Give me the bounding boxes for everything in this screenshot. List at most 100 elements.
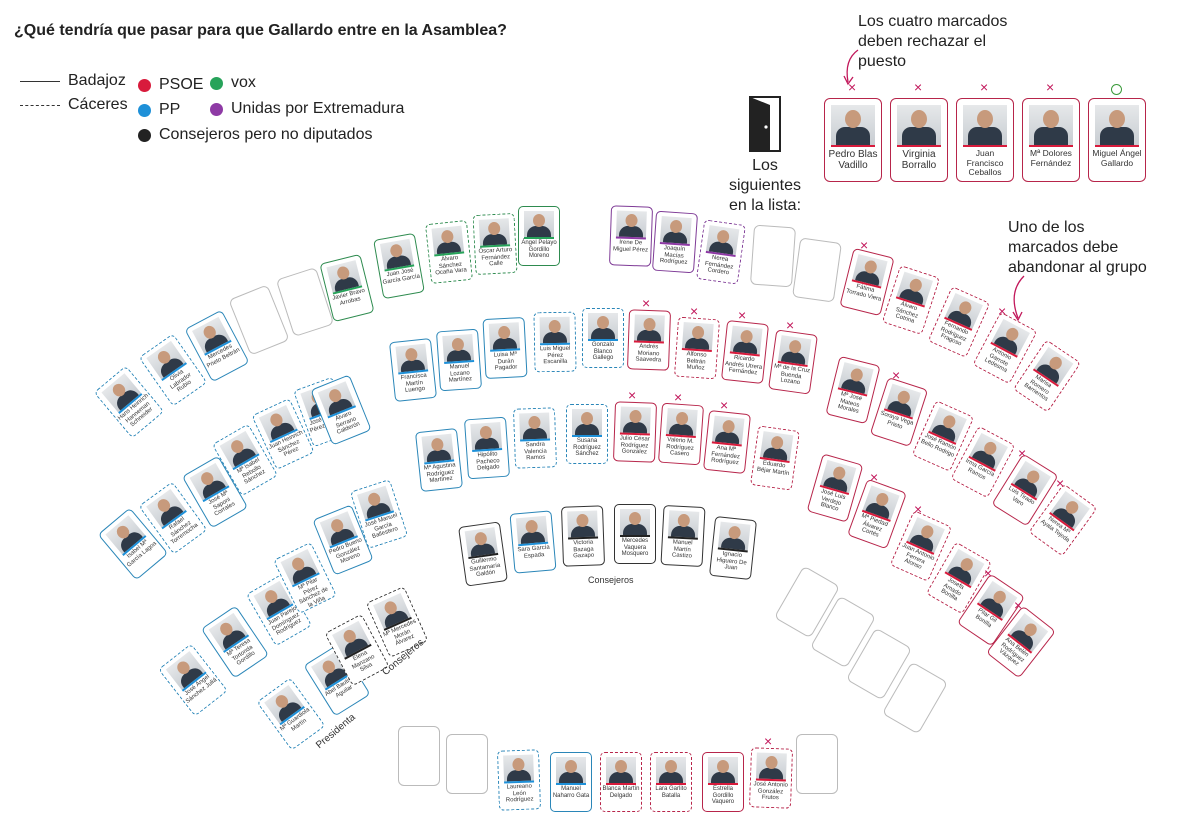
next-candidate-card: Pedro Blas Vadillo [824,98,882,182]
portrait [431,225,465,255]
cross-mark-icon: × [1056,475,1065,491]
seat-card: Gonzalo Blanco Gallego [582,308,624,368]
seat-card: Mª Agustina Rodríguez Martínez [414,427,464,493]
portrait [470,422,503,451]
seat-name: José Antonio González Frutos [753,781,789,802]
uxe-dot-icon [210,102,223,116]
portrait [659,216,692,245]
portrait [681,322,714,351]
next-candidate-card: Virginia Borrallo [890,98,948,182]
portrait [395,343,429,373]
portrait [633,314,665,342]
cross-mark-icon: × [738,307,747,323]
seat-name: Ricardo Andrés Utrera Fernández [724,354,763,377]
cross-mark-icon: × [914,501,923,517]
candidate-name: Pedro Blas Vadillo [828,149,878,171]
portrait [619,406,651,434]
seat-name: Victoria Bazaga Gazapo [573,539,595,560]
seat-card: Luis Miguel Pérez Escanilla [533,311,577,373]
cross-mark-icon: × [674,389,683,405]
seat-name: Guillermo Santamaría Galdón [469,556,501,579]
chart-title: ¿Qué tendría que pasar para que Gallardo… [14,22,507,39]
seat-card: Sara García Espada [509,510,557,574]
cross-mark-icon: × [764,733,773,749]
seat-card: Alfonso Beltrán Muñoz [673,316,721,380]
seat-name: Andrés Moriano Saavedra [635,343,662,364]
portrait [606,757,636,783]
pp-dot-icon [138,103,151,117]
portrait [615,210,647,238]
legend-badajoz: Badajoz [68,72,126,89]
seat-name: Estrella Gordillo Vaquero [711,786,735,806]
portrait [665,408,698,437]
psoe-dot-icon [138,78,151,92]
seat-card: Victoria Bazaga Gazapo [560,505,606,567]
empty-seat [792,237,842,303]
party-bar [963,145,1007,147]
door-icon [749,96,781,152]
seat-card: Manuel Lozano Martínez [435,328,483,392]
seat-name: Sara García Espada [517,544,550,560]
seat-card: Ana Mª Fernández Rodríguez [702,409,752,475]
seat-name: Alfonso Beltrán Muñoz [686,351,707,372]
cross-mark-icon: × [892,367,901,383]
seat-card: Blanca Martín Delgado [600,752,642,812]
seat-name: Francisca Martín Luengo [400,372,427,395]
party-bar [556,783,586,785]
next-candidate-card: Miguel Ángel Gallardo [1088,98,1146,182]
candidate-name: Mª Dolores Fernández [1030,148,1072,168]
portrait [1095,105,1139,145]
seat-name: Sandra Valencia Ramos [524,441,547,462]
portrait [519,412,551,440]
seat-name: Blanca Martín Delgado [602,786,640,799]
empty-seat [796,734,838,794]
consejeros-dot-icon [138,128,151,142]
seat-card: Manuel Naharro Gata [550,752,592,812]
empty-seat [749,224,797,288]
seat-card: Estrella Gordillo Vaquero [702,752,744,812]
solid-line-icon [20,80,60,82]
seat-card: Laureano León Rodríguez [496,749,542,811]
portrait [656,757,686,783]
party-bar [620,535,650,537]
seat-name: Luisa Mª Durán Pagador [493,351,518,372]
legend-psoe: PSOE [159,76,204,93]
portrait [620,509,650,535]
legend-vox: vox [231,74,256,91]
portrait [831,105,875,145]
party-bar [588,339,618,341]
cross-mark-icon: × [642,295,651,311]
dashed-line-icon [20,104,60,106]
seat-card: Joaquín Macías Rodríguez [651,210,699,274]
party-bar [831,145,875,147]
annotation-abandonar: Uno de los marcados debe abandonar al gr… [1008,219,1147,276]
cross-mark-icon: × [786,317,795,333]
portrait [711,415,745,445]
legend-uxe: Unidas por Extremadura [231,100,405,117]
cross-mark-icon: × [1046,79,1055,95]
seat-card: Álvaro Sánchez Ocaña Vara [424,219,474,285]
portrait [760,431,794,462]
legend-pp: PP [159,101,181,118]
annotation-cuatro: Los cuatro marcados deben rechazar el pu… [858,13,1008,70]
party-bar [1095,145,1139,147]
cross-mark-icon: × [1018,445,1027,461]
seat-card: Mercedes Vaquera Mosquero [614,504,656,564]
seat-name: Julio César Rodríguez González [619,435,650,456]
portrait [778,335,812,366]
arrow-cuatro [846,49,859,83]
cross-mark-icon: × [690,303,699,319]
seat-name: Joaquín Macías Rodríguez [659,245,688,267]
seat-card: Guillermo Santamaría Galdón [458,521,508,587]
seat-name: Manuel Naharro Gata [552,786,590,799]
candidate-name: Virginia Borrallo [901,149,937,171]
portrait [539,316,571,344]
portrait [755,752,787,780]
seat-card: Nerea Fernández Cordero [696,219,746,285]
seat-name: Mª de la Cruz Buenda Lozano [773,363,811,387]
seat-card: Valerio M. Rodríguez Casero [657,402,705,466]
portrait [708,757,738,783]
seat-name: Ignacio Higuero De Juan [716,550,747,572]
next-candidate-card: Mª Dolores Fernández [1022,98,1080,182]
party-bar [1029,145,1073,147]
